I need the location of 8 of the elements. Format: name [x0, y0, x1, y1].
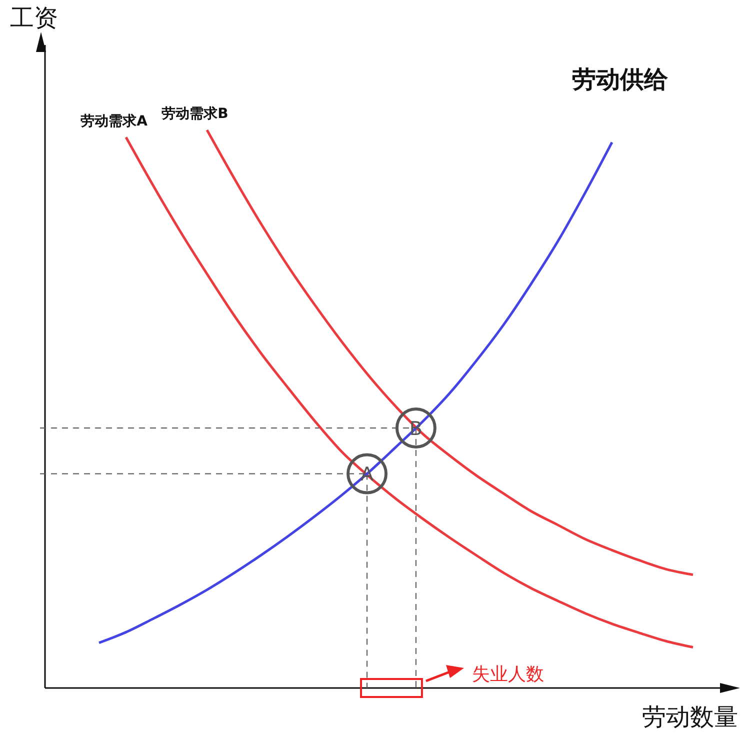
x-axis-title: 劳动数量: [642, 703, 738, 731]
annotation: A: [360, 464, 374, 486]
text: 劳动供给: [572, 65, 669, 94]
series-label: 劳动需求B: [162, 106, 228, 122]
y-axis-title: 工资: [10, 4, 58, 32]
annotation: 失业人数: [472, 664, 544, 685]
annotation: B: [409, 418, 422, 440]
series-label: 劳动需求A: [80, 113, 148, 130]
